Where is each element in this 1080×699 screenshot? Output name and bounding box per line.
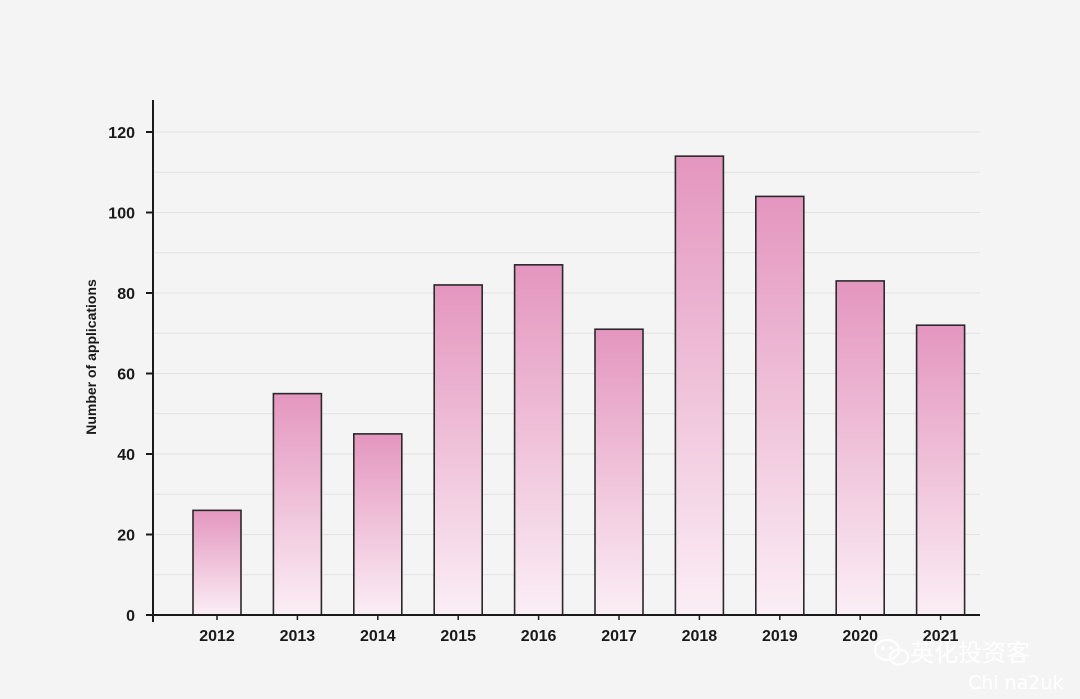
bar-2013 <box>272 392 323 616</box>
bar-2019 <box>754 195 805 616</box>
axes <box>146 100 980 622</box>
x-tick-label-2017: 2017 <box>601 628 637 645</box>
bar-2016 <box>513 264 564 616</box>
x-tick-label-2015: 2015 <box>440 628 476 645</box>
y-axis-title: Number of applications <box>83 279 99 435</box>
x-tick-label-2013: 2013 <box>280 628 316 645</box>
wechat-logo-icon <box>873 638 910 666</box>
x-tick-label-2020: 2020 <box>842 628 878 645</box>
bar-2021 <box>915 324 966 616</box>
x-tick-label-2019: 2019 <box>762 628 798 645</box>
bar-2020 <box>835 280 886 616</box>
y-tick-label-100: 100 <box>108 206 135 223</box>
bar-2014 <box>352 433 403 616</box>
y-tick-label-40: 40 <box>117 447 135 464</box>
watermark-text: 英化投资客 <box>910 639 1030 667</box>
bar-2015 <box>433 284 484 616</box>
x-tick-label-2014: 2014 <box>360 628 396 645</box>
y-tick-label-60: 60 <box>117 367 135 384</box>
bar-2012 <box>192 509 242 616</box>
y-tick-label-120: 120 <box>108 125 135 142</box>
y-tick-label-20: 20 <box>117 528 135 545</box>
x-tick-label-2012: 2012 <box>199 628 235 645</box>
bar-2017 <box>594 328 644 616</box>
y-tick-labels: 0 20 40 60 80 100 120 <box>108 125 135 625</box>
x-tick-labels: 2012 2013 2014 2015 2016 2017 2018 2019 2020 2021 <box>199 628 958 645</box>
watermark: 英化投资客 Chi na2uk <box>873 638 1063 694</box>
bars <box>192 155 966 616</box>
x-tick-label-2021: 2021 <box>923 628 959 645</box>
x-tick-label-2018: 2018 <box>682 628 718 645</box>
y-tick-label-0: 0 <box>126 608 135 625</box>
bar-2018 <box>674 155 725 616</box>
y-tick-label-80: 80 <box>117 286 135 303</box>
x-tick-label-2016: 2016 <box>521 628 557 645</box>
watermark-subtext: Chi na2uk <box>968 672 1063 694</box>
